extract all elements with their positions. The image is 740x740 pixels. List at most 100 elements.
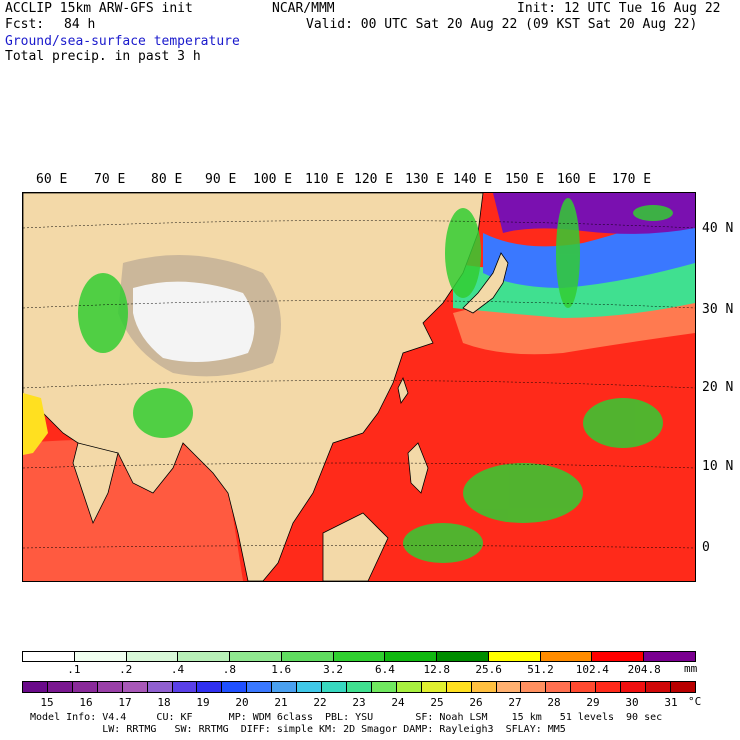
longitude-label: 130 E: [405, 172, 445, 187]
temperature-tick: 30: [625, 696, 639, 709]
lat-line-30: [23, 300, 695, 309]
rain-band-pacific: [556, 198, 580, 308]
temperature-color-swatch: [670, 682, 695, 692]
organization: NCAR/MMM: [272, 1, 335, 16]
temperature-tick: 29: [586, 696, 600, 709]
rain-bangladesh: [133, 388, 193, 438]
longitude-label: 60 E: [36, 172, 68, 187]
latitude-label: 30 N: [702, 302, 734, 317]
weather-map: [22, 192, 696, 582]
temperature-tick: 26: [469, 696, 483, 709]
rain-central-pacific: [583, 398, 663, 448]
graticule: [23, 220, 695, 549]
temperature-color-swatch: [72, 682, 98, 692]
rain-western-pacific: [463, 463, 583, 523]
precip-color-swatch: [178, 652, 231, 661]
temperature-color-swatch: [596, 682, 622, 692]
latitude-label: 0: [702, 540, 710, 555]
philippines: [407, 442, 429, 494]
precip-tick: 6.4: [374, 663, 395, 676]
temperature-color-swatch: [446, 682, 472, 692]
precip-tick: 12.8: [423, 663, 451, 676]
precip-colorbar: [22, 651, 696, 662]
temperature-color-swatch: [23, 682, 48, 692]
temperature-color-swatch: [272, 682, 298, 692]
temperature-color-swatch: [621, 682, 647, 692]
temperature-color-swatch: [471, 682, 497, 692]
longitude-label: 140 E: [453, 172, 493, 187]
temperature-color-swatch: [546, 682, 572, 692]
temperature-color-swatch: [396, 682, 422, 692]
longitude-label: 170 E: [612, 172, 652, 187]
lat-line-10: [23, 462, 695, 469]
precip-color-swatch: [540, 652, 593, 661]
precip-color-swatch: [74, 652, 127, 661]
rain-maritime: [403, 523, 483, 563]
precip-tick: 51.2: [527, 663, 554, 676]
temperature-color-swatch: [197, 682, 223, 692]
temperature-tick: 24: [391, 696, 405, 709]
precip-unit: mm: [684, 662, 698, 675]
map-canvas: [23, 193, 695, 581]
arabia-edge: [23, 393, 48, 455]
precip-color-swatch: [281, 652, 334, 661]
temperature-unit: °C: [688, 695, 702, 708]
temperature-tick: 31: [664, 696, 678, 709]
temperature-tick: 27: [508, 696, 522, 709]
field-precip: Total precip. in past 3 h: [5, 49, 201, 64]
rain-band-korea: [445, 208, 481, 298]
sea-cold-zone: [483, 203, 695, 288]
precip-tick: 25.6: [475, 663, 502, 676]
temperature-color-swatch: [646, 682, 671, 692]
longitude-label: 90 E: [205, 172, 237, 187]
forecast-label: Fcst:: [5, 17, 45, 32]
temperature-tick: 16: [79, 696, 93, 709]
longitude-label: 120 E: [354, 172, 394, 187]
longitude-label: 70 E: [94, 172, 126, 187]
precip-tick: .1: [67, 663, 81, 676]
temperature-color-swatch: [521, 682, 547, 692]
precip-tick: .8: [222, 663, 236, 676]
india-peninsula: [72, 442, 119, 525]
longitude-label: 160 E: [557, 172, 597, 187]
init-time: Init: 12 UTC Tue 16 Aug 22: [517, 1, 721, 16]
temperature-tick: 17: [118, 696, 132, 709]
precip-color-swatch: [23, 652, 75, 661]
temperature-color-swatch: [47, 682, 73, 692]
precip-color-swatch: [437, 652, 489, 661]
precip-color-swatch: [644, 652, 695, 661]
field-temperature: Ground/sea-surface temperature: [5, 34, 240, 49]
precip-tick: 3.2: [323, 663, 343, 676]
temperature-tick: 19: [196, 696, 210, 709]
borneo: [322, 512, 389, 581]
precip-tick: 1.6: [271, 663, 292, 676]
temperature-color-swatch: [571, 682, 597, 692]
longitude-label: 150 E: [505, 172, 545, 187]
temperature-color-swatch: [222, 682, 248, 692]
temperature-color-swatch: [346, 682, 372, 692]
lat-line-0: [23, 545, 695, 549]
precip-patches: [78, 198, 673, 563]
temperature-tick: 25: [430, 696, 444, 709]
temperature-color-swatch: [496, 682, 522, 692]
sea-polar-zone: [493, 193, 695, 234]
temperature-color-swatch: [122, 682, 148, 692]
forecast-hour: 84 h: [64, 17, 96, 32]
precip-color-swatch: [488, 652, 541, 661]
temperature-tick: 15: [40, 696, 54, 709]
temperature-color-swatch: [97, 682, 123, 692]
temperature-tick: 28: [547, 696, 561, 709]
temperature-color-swatch: [322, 682, 347, 692]
temperature-color-swatch: [172, 682, 198, 692]
precip-tick: .4: [170, 663, 185, 676]
latitude-label: 20 N: [702, 380, 734, 395]
temperature-tick: 22: [313, 696, 327, 709]
temperature-color-swatch: [371, 682, 397, 692]
valid-time: Valid: 00 UTC Sat 20 Aug 22 (09 KST Sat …: [306, 17, 698, 32]
precip-color-swatch: [592, 652, 645, 661]
temperature-tick: 18: [157, 696, 171, 709]
temperature-colorbar: [22, 681, 696, 693]
longitude-label: 80 E: [151, 172, 183, 187]
precip-tick: 102.4: [575, 663, 609, 676]
latitude-label: 10 N: [702, 459, 734, 474]
